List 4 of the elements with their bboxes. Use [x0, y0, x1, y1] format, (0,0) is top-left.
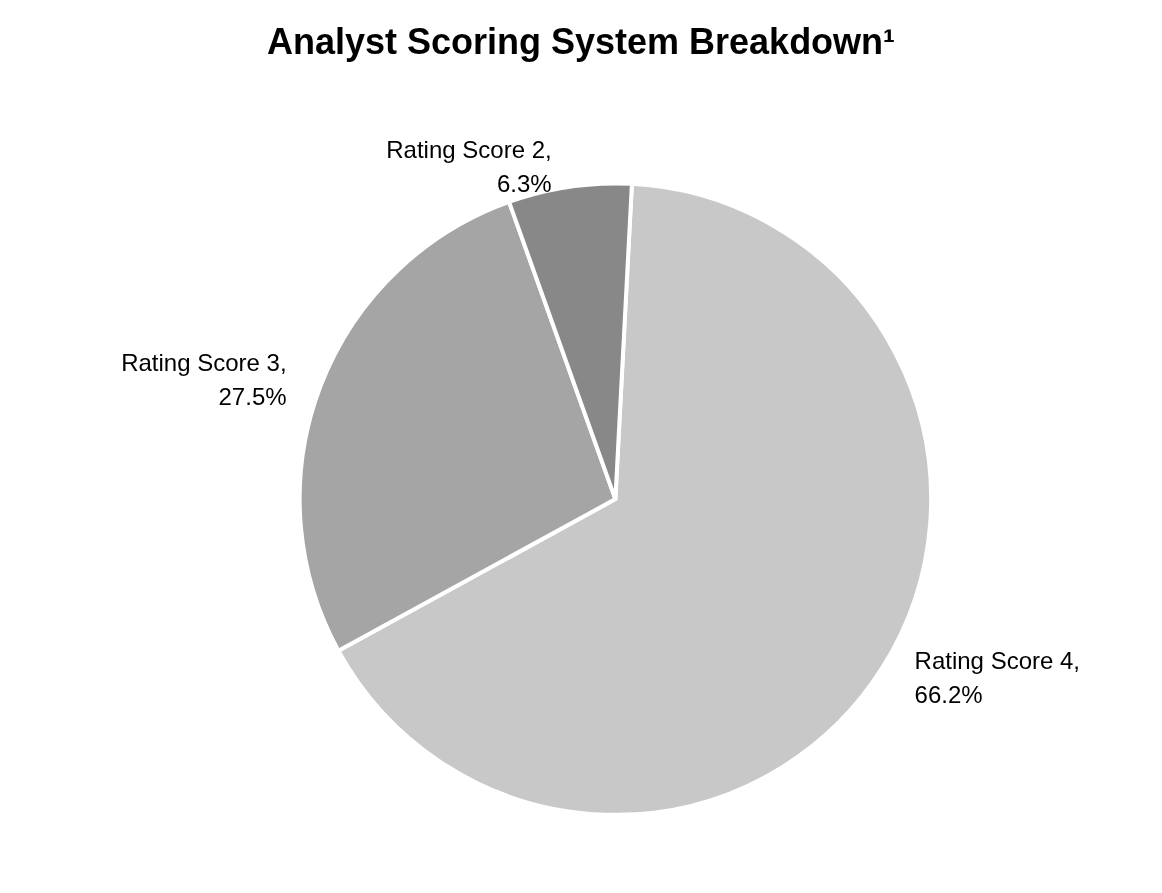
- chart-title: Analyst Scoring System Breakdown¹: [266, 20, 896, 62]
- slice-label: Rating Score 4, 66.2%: [914, 647, 1081, 709]
- slice-label: Rating Score 2, 6.3%: [386, 136, 552, 198]
- slice-label: Rating Score 3, 27.5%: [121, 349, 287, 411]
